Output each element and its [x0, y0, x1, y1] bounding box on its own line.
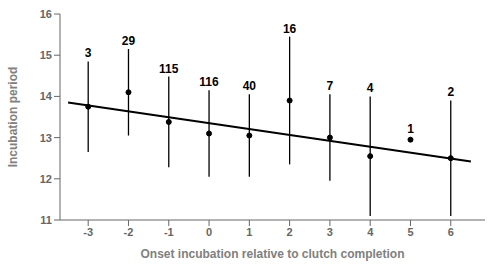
- svg-text:Onset incubation relative to c: Onset incubation relative to clutch comp…: [140, 247, 404, 261]
- svg-text:0: 0: [206, 226, 212, 238]
- svg-text:7: 7: [327, 79, 334, 93]
- svg-text:14: 14: [40, 90, 53, 102]
- svg-text:-2: -2: [124, 226, 134, 238]
- svg-text:4: 4: [367, 81, 374, 95]
- svg-text:1: 1: [246, 226, 252, 238]
- svg-text:16: 16: [40, 8, 52, 20]
- svg-text:12: 12: [40, 173, 52, 185]
- svg-text:1: 1: [407, 122, 414, 136]
- svg-text:13: 13: [40, 132, 52, 144]
- svg-text:2: 2: [447, 85, 454, 99]
- svg-text:2: 2: [287, 226, 293, 238]
- svg-text:Incubation period: Incubation period: [8, 67, 20, 168]
- svg-text:40: 40: [243, 79, 257, 93]
- svg-text:-1: -1: [164, 226, 174, 238]
- svg-text:6: 6: [448, 226, 454, 238]
- svg-text:3: 3: [85, 46, 92, 60]
- svg-text:-3: -3: [83, 226, 93, 238]
- svg-text:11: 11: [40, 214, 52, 226]
- svg-text:29: 29: [122, 34, 136, 48]
- svg-text:115: 115: [159, 62, 179, 76]
- svg-text:116: 116: [199, 75, 219, 89]
- svg-text:4: 4: [367, 226, 374, 238]
- svg-text:3: 3: [327, 226, 333, 238]
- svg-text:15: 15: [40, 49, 52, 61]
- svg-text:16: 16: [283, 22, 297, 36]
- svg-text:5: 5: [407, 226, 413, 238]
